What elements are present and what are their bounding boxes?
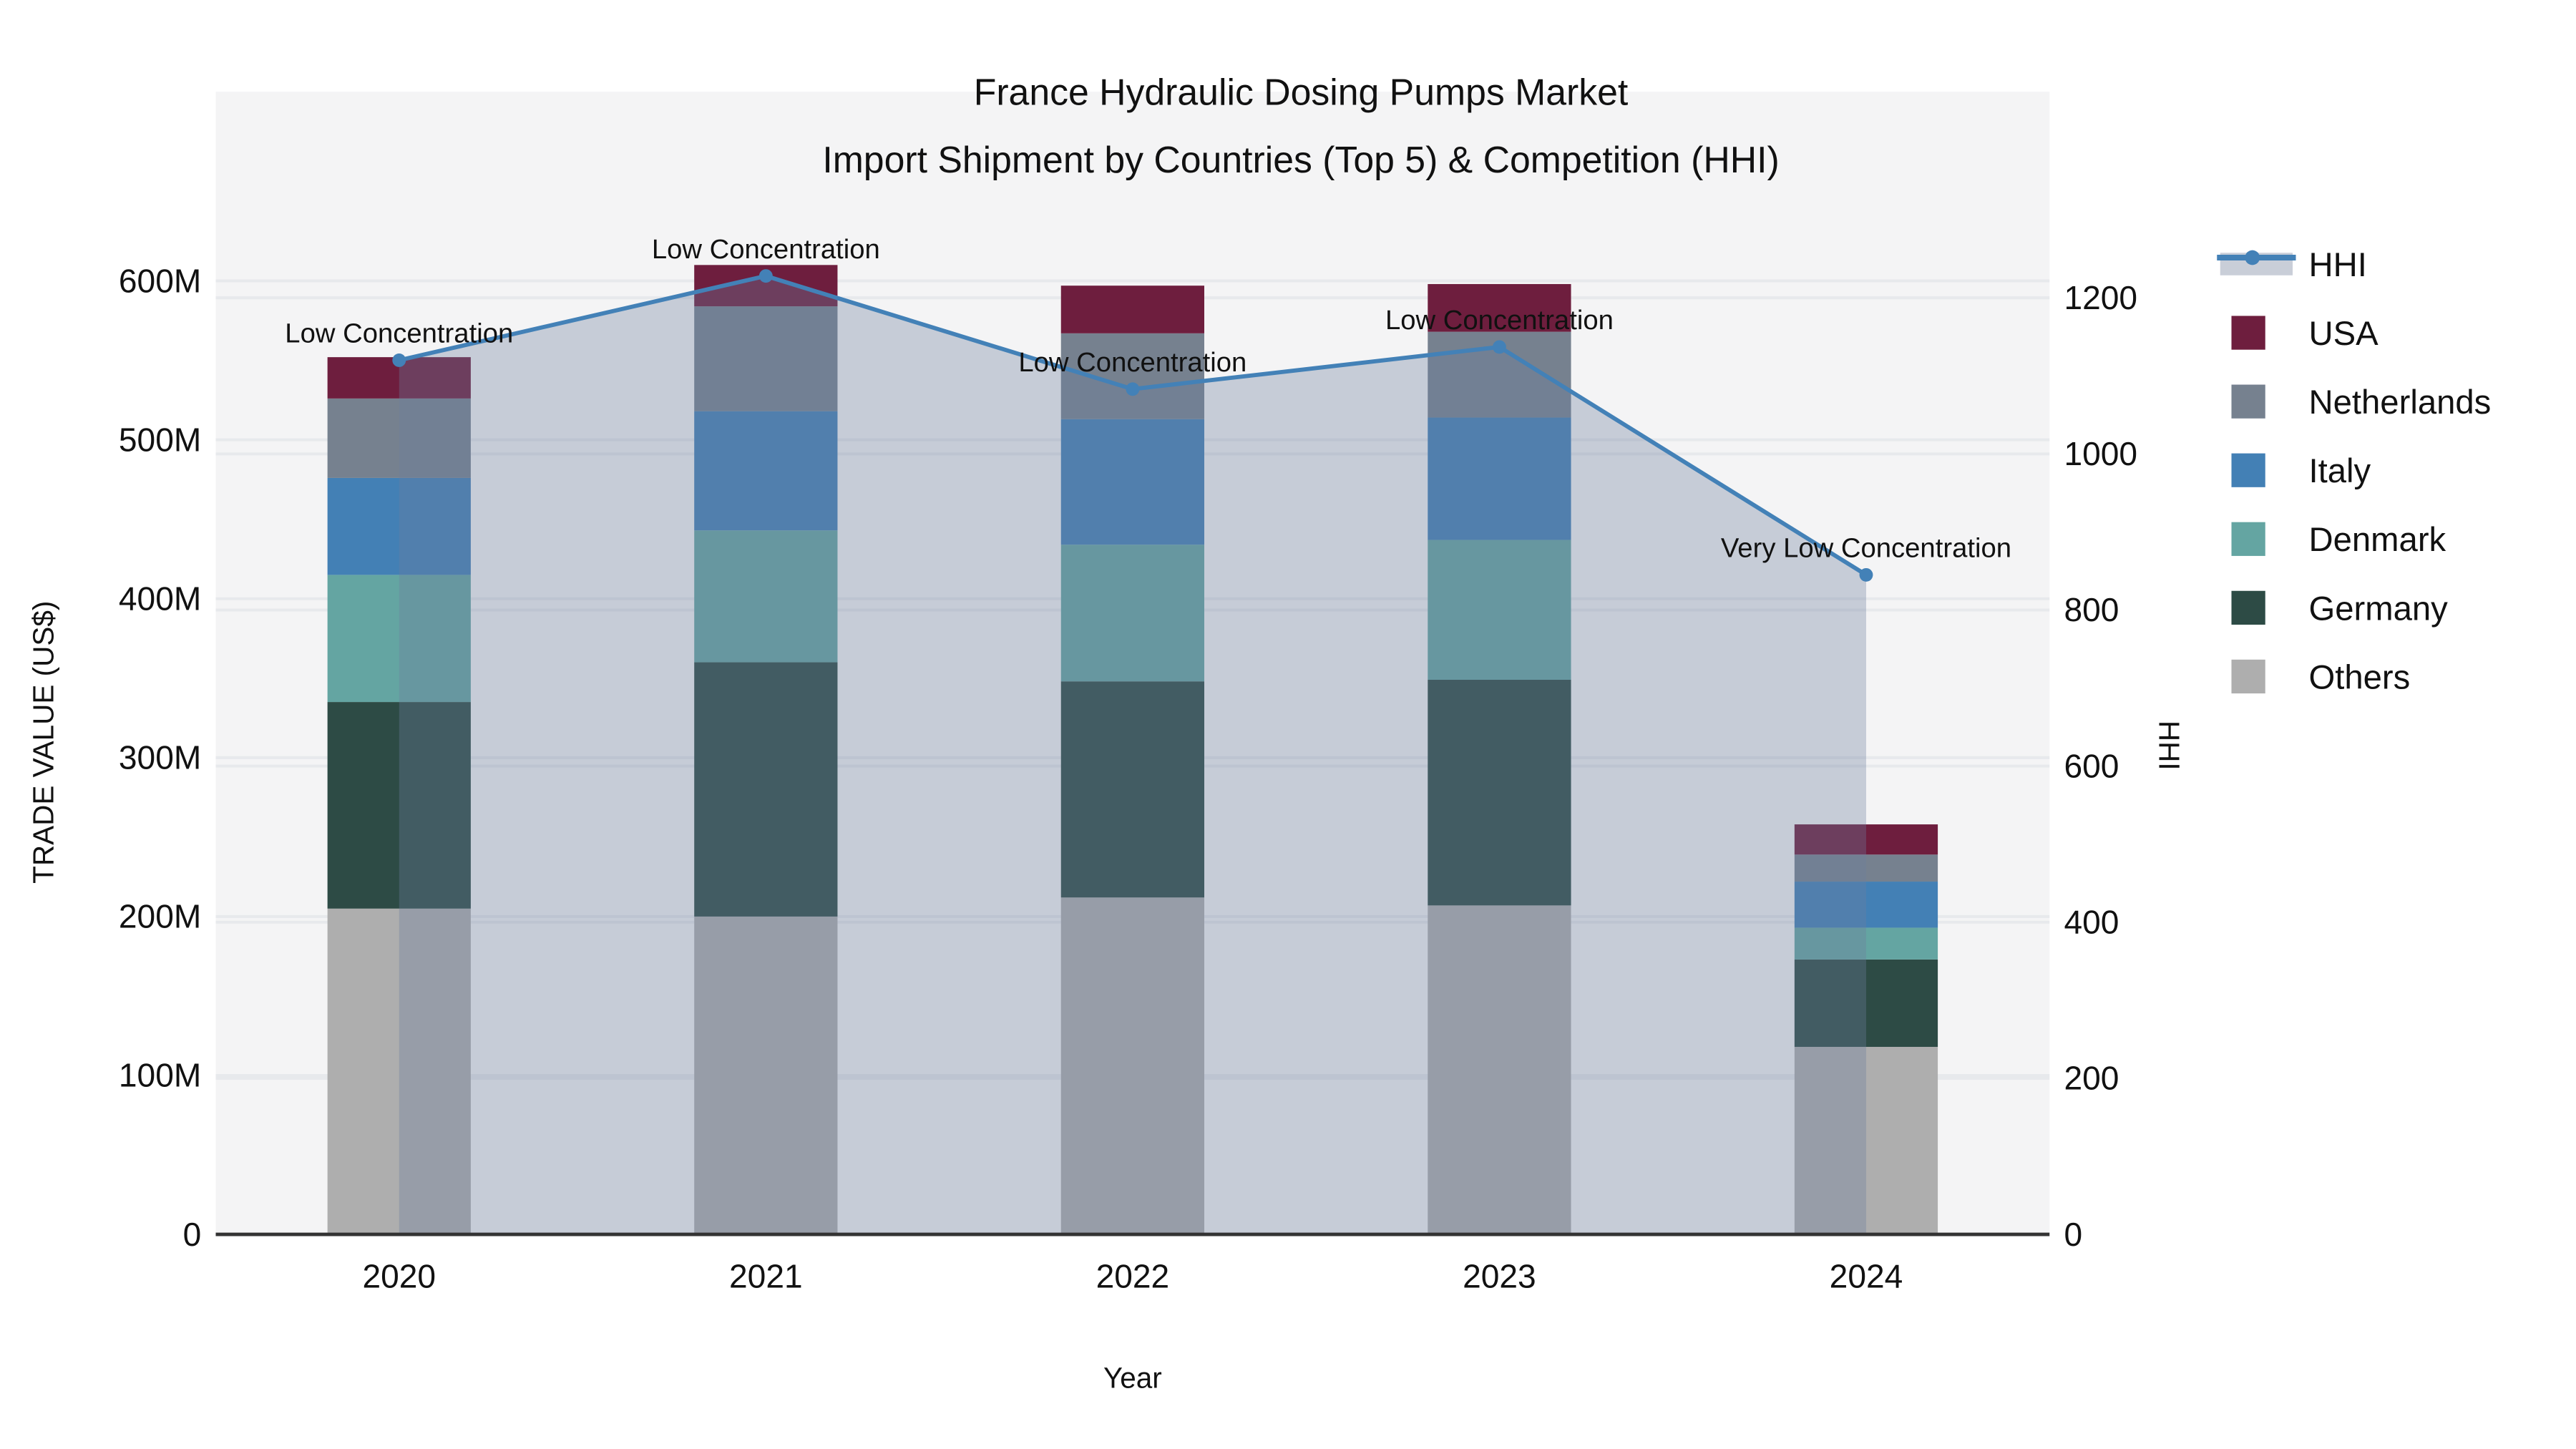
y-right-tick-200: 200 (2064, 1060, 2119, 1097)
hhi-marker-2023 (1492, 340, 1506, 354)
bar-segment-denmark-2020 (327, 575, 471, 703)
bar-segment-germany-2023 (1428, 679, 1571, 906)
legend-swatch-netherlands (2231, 384, 2265, 419)
bar-segment-italy-2024 (1794, 882, 1938, 928)
y-left-tick-500M: 500M (119, 421, 201, 458)
legend-item-netherlands: Netherlands (2231, 384, 2492, 421)
annotation-2024: Very Low Concentration (1721, 533, 2011, 564)
y-left-tick-600M: 600M (119, 262, 201, 299)
bar-segment-denmark-2023 (1428, 540, 1571, 680)
bar-segment-italy-2021 (694, 411, 838, 531)
legend-label-hhi: HHI (2309, 246, 2367, 284)
bar-segment-others-2022 (1060, 897, 1204, 1235)
legend-item-hhi: HHI (2217, 246, 2367, 284)
bar-segment-others-2021 (694, 916, 838, 1235)
y-right-tick-400: 400 (2064, 904, 2119, 941)
bar-segment-germany-2024 (1794, 959, 1938, 1048)
y-left-tick-100M: 100M (119, 1057, 201, 1094)
legend-label-germany: Germany (2309, 590, 2449, 628)
legend-item-usa: USA (2231, 315, 2379, 353)
bar-segment-germany-2022 (1060, 681, 1204, 898)
chart-title-line2: Import Shipment by Countries (Top 5) & C… (822, 139, 1779, 180)
bar-segment-others-2023 (1428, 905, 1571, 1235)
x-tick-2023: 2023 (1463, 1257, 1536, 1294)
bar-segment-denmark-2022 (1060, 545, 1204, 682)
bar-segment-others-2020 (327, 908, 471, 1235)
y-left-tick-200M: 200M (119, 898, 201, 935)
y-left-tick-400M: 400M (119, 580, 201, 617)
bar-segment-germany-2021 (694, 662, 838, 917)
x-tick-2020: 2020 (362, 1257, 436, 1294)
legend-hhi-marker (2245, 250, 2260, 265)
bar-segment-denmark-2024 (1794, 927, 1938, 960)
bar-segment-germany-2020 (327, 702, 471, 909)
annotation-2020: Low Concentration (285, 318, 513, 349)
y-left-axis-title: TRADE VALUE (US$) (26, 601, 59, 884)
legend: HHI USA Netherlands Italy Denmark Germany Othe… (2217, 246, 2491, 696)
legend-swatch-germany (2231, 590, 2265, 625)
bar-segment-usa-2023 (1428, 283, 1571, 332)
x-tick-2021: 2021 (729, 1257, 803, 1294)
legend-swatch-italy (2231, 453, 2265, 487)
chart-title-line1: France Hydraulic Dosing Pumps Market (974, 71, 1629, 112)
legend-label-usa: USA (2309, 315, 2379, 353)
y-right-axis-title: HHI (2152, 721, 2185, 771)
bar-segment-netherlands-2020 (327, 398, 471, 478)
legend-label-italy: Italy (2309, 452, 2371, 490)
hhi-marker-2021 (758, 269, 773, 283)
legend-swatch-usa (2231, 316, 2265, 350)
y-right-tick-800: 800 (2064, 591, 2119, 628)
y-right-tick-0: 0 (2064, 1216, 2083, 1253)
bar-segment-netherlands-2021 (694, 306, 838, 411)
bar-segment-usa-2022 (1060, 286, 1204, 333)
y-left-tick-300M: 300M (119, 739, 201, 776)
x-tick-2024: 2024 (1830, 1257, 1903, 1294)
y-right-tick-1200: 1200 (2064, 279, 2138, 316)
x-axis-title: Year (1103, 1362, 1162, 1395)
legend-label-denmark: Denmark (2309, 521, 2446, 559)
bar-segment-netherlands-2024 (1794, 854, 1938, 882)
legend-label-netherlands: Netherlands (2309, 384, 2492, 421)
y-left-tick-0: 0 (183, 1216, 202, 1253)
hhi-marker-2020 (392, 353, 406, 367)
annotation-2021: Low Concentration (652, 234, 880, 265)
bar-segment-usa-2024 (1794, 824, 1938, 855)
hhi-area-fill (399, 275, 1866, 1235)
hhi-marker-2022 (1126, 382, 1140, 396)
annotation-2023: Low Concentration (1385, 305, 1614, 336)
legend-swatch-others (2231, 659, 2265, 694)
bar-segment-italy-2022 (1060, 419, 1204, 545)
bar-segment-italy-2023 (1428, 417, 1571, 540)
legend-item-denmark: Denmark (2231, 521, 2446, 559)
x-tick-2022: 2022 (1096, 1257, 1170, 1294)
legend-label-others: Others (2309, 658, 2411, 696)
bar-segment-italy-2020 (327, 477, 471, 575)
bar-segment-denmark-2021 (694, 530, 838, 663)
y-right-tick-1000: 1000 (2064, 435, 2138, 472)
legend-item-others: Others (2231, 658, 2411, 696)
legend-item-germany: Germany (2231, 590, 2449, 628)
hhi-marker-2024 (1859, 567, 1873, 582)
bar-segment-others-2024 (1794, 1047, 1938, 1235)
legend-item-italy: Italy (2231, 452, 2371, 490)
legend-swatch-denmark (2231, 522, 2265, 556)
annotation-2022: Low Concentration (1018, 347, 1246, 378)
y-right-tick-600: 600 (2064, 747, 2119, 784)
